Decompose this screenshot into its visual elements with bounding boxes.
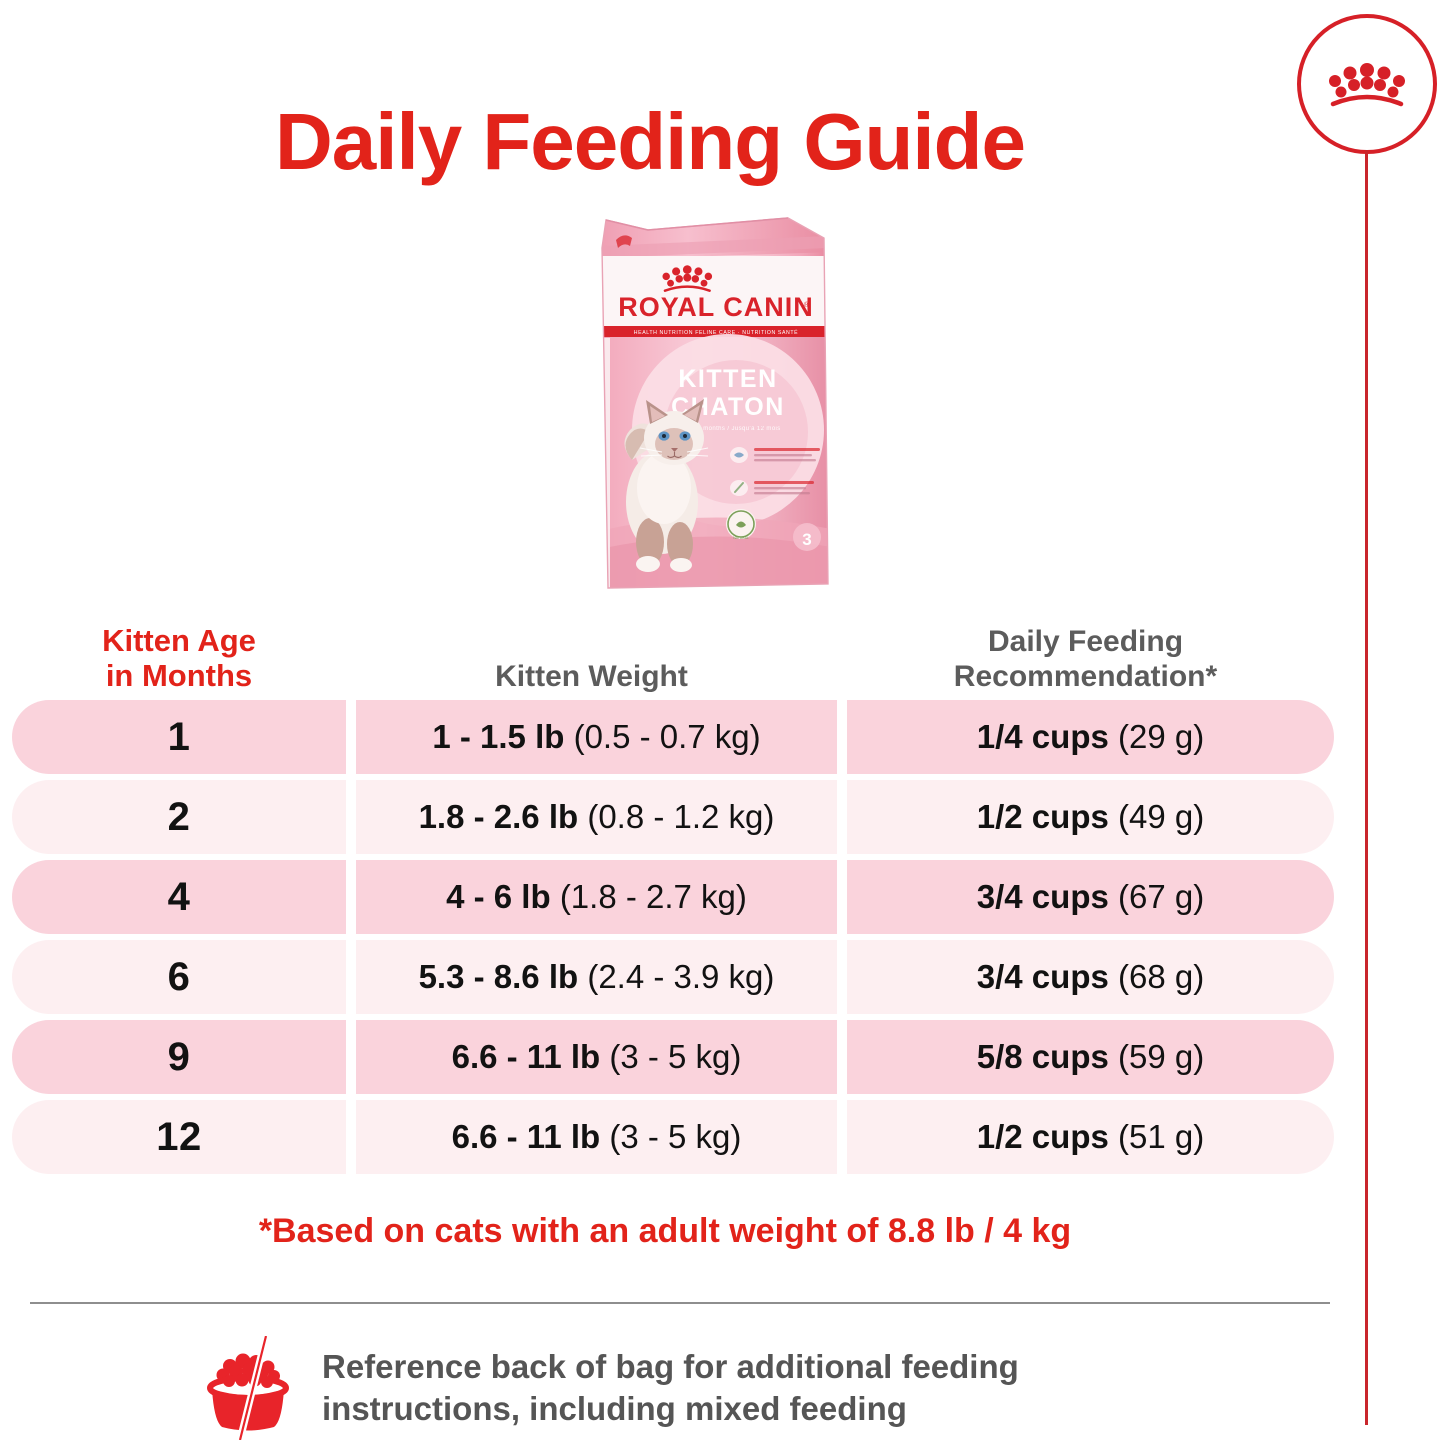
cell-age: 1 <box>12 700 346 774</box>
header-daily-feeding-recommendation: Daily Feeding Recommendation* <box>837 625 1334 700</box>
header-kitten-age-line1: Kitten Age <box>102 622 256 658</box>
svg-text:KITTEN: KITTEN <box>678 365 777 393</box>
cell-rec-metric: (68 g) <box>1118 958 1205 995</box>
cell-age: 2 <box>12 780 346 854</box>
cell-weight-metric: (0.5 - 0.7 kg) <box>573 718 761 755</box>
bottom-note-line1: Reference back of bag for additional fee… <box>322 1348 1019 1385</box>
cell-recommendation: 5/8 cups (59 g) <box>847 1020 1334 1094</box>
cell-weight-main: 1.8 - 2.6 lb <box>418 798 579 835</box>
cell-recommendation: 1/2 cups (49 g) <box>847 780 1334 854</box>
svg-text:®: ® <box>804 301 810 309</box>
table-row: 6 5.3 - 8.6 lb (2.4 - 3.9 kg) 3/4 cups (… <box>12 940 1334 1020</box>
cell-rec-metric: (29 g) <box>1118 718 1205 755</box>
cell-rec-metric: (49 g) <box>1118 798 1205 835</box>
table-row: 12 6.6 - 11 lb (3 - 5 kg) 1/2 cups (51 g… <box>12 1100 1334 1180</box>
cell-rec-metric: (59 g) <box>1118 1038 1205 1075</box>
cell-rec-main: 1/4 cups <box>976 718 1109 755</box>
cell-weight-metric: (1.8 - 2.7 kg) <box>559 878 747 915</box>
bottom-note: Reference back of bag for additional fee… <box>196 1336 1316 1440</box>
cell-weight-metric: (0.8 - 1.2 kg) <box>587 798 775 835</box>
cell-weight-main: 4 - 6 lb <box>446 878 551 915</box>
page-title: Daily Feeding Guide <box>274 97 1026 186</box>
cell-recommendation: 1/2 cups (51 g) <box>847 1100 1334 1174</box>
logo-circle <box>1297 14 1437 154</box>
product-bag-image: ROYAL CANIN ® HEALTH NUTRITION FELINE CA… <box>601 217 829 589</box>
cell-weight: 1 - 1.5 lb (0.5 - 0.7 kg) <box>356 700 837 774</box>
header-recommendation-line1: Daily Feeding <box>987 625 1184 658</box>
table-header-row: Kitten Age in Months Kitten Weight Daily… <box>12 596 1334 700</box>
table-row: 4 4 - 6 lb (1.8 - 2.7 kg) 3/4 cups (67 g… <box>12 860 1334 940</box>
header-kitten-age: Kitten Age in Months <box>12 623 346 700</box>
cell-recommendation: 3/4 cups (67 g) <box>847 860 1334 934</box>
cell-weight: 6.6 - 11 lb (3 - 5 kg) <box>356 1020 837 1094</box>
svg-text:3: 3 <box>802 530 811 549</box>
cell-rec-main: 1/2 cups <box>976 798 1109 835</box>
svg-text:ROYAL CANIN: ROYAL CANIN <box>618 292 814 322</box>
svg-text:HEALTH NUTRITION FELINE CARE ·: HEALTH NUTRITION FELINE CARE · NUTRITION… <box>634 329 798 336</box>
cell-weight: 6.6 - 11 lb (3 - 5 kg) <box>356 1100 837 1174</box>
cell-recommendation: 1/4 cups (29 g) <box>847 700 1334 774</box>
cell-rec-main: 5/8 cups <box>976 1038 1109 1075</box>
cell-age: 9 <box>12 1020 346 1094</box>
cell-recommendation: 3/4 cups (68 g) <box>847 940 1334 1014</box>
header-kitten-age-line2: in Months <box>105 658 253 694</box>
feeding-table: Kitten Age in Months Kitten Weight Daily… <box>12 596 1334 1180</box>
cell-rec-main: 3/4 cups <box>976 878 1109 915</box>
cell-weight: 5.3 - 8.6 lb (2.4 - 3.9 kg) <box>356 940 837 1014</box>
cell-age: 12 <box>12 1100 346 1174</box>
cell-weight-main: 1 - 1.5 lb <box>432 718 565 755</box>
cell-weight-metric: (3 - 5 kg) <box>609 1038 742 1075</box>
cell-weight-main: 6.6 - 11 lb <box>451 1118 601 1155</box>
cell-weight-main: 5.3 - 8.6 lb <box>418 958 579 995</box>
bottom-note-text: Reference back of bag for additional fee… <box>322 1336 1019 1430</box>
cell-weight: 4 - 6 lb (1.8 - 2.7 kg) <box>356 860 837 934</box>
table-row: 1 1 - 1.5 lb (0.5 - 0.7 kg) 1/4 cups (29… <box>12 700 1334 780</box>
crown-icon <box>1329 63 1405 107</box>
cell-rec-main: 1/2 cups <box>976 1118 1109 1155</box>
cell-weight-main: 6.6 - 11 lb <box>451 1038 601 1075</box>
royal-canin-logo <box>1297 14 1437 154</box>
cell-weight: 1.8 - 2.6 lb (0.8 - 1.2 kg) <box>356 780 837 854</box>
cell-weight-metric: (3 - 5 kg) <box>609 1118 742 1155</box>
pet-food-bowl-icon <box>207 1336 289 1440</box>
cell-rec-metric: (51 g) <box>1118 1118 1205 1155</box>
section-divider <box>30 1302 1330 1304</box>
svg-text:Up to 12 months / Jusqu'à 12 m: Up to 12 months / Jusqu'à 12 mois <box>675 426 780 432</box>
footnote-adult-weight: *Based on cats with an adult weight of 8… <box>258 1212 1072 1250</box>
svg-text:NATURAL: NATURAL <box>733 536 749 540</box>
cell-rec-main: 3/4 cups <box>976 958 1109 995</box>
header-kitten-weight: Kitten Weight <box>495 659 688 693</box>
cell-weight-metric: (2.4 - 3.9 kg) <box>587 958 775 995</box>
table-row: 2 1.8 - 2.6 lb (0.8 - 1.2 kg) 1/2 cups (… <box>12 780 1334 860</box>
header-recommendation-line2: Recommendation* <box>953 659 1218 693</box>
cell-age: 6 <box>12 940 346 1014</box>
cell-age: 4 <box>12 860 346 934</box>
logo-stem-line <box>1365 150 1368 1425</box>
bottom-note-line2: instructions, including mixed feeding <box>322 1390 907 1428</box>
cell-rec-metric: (67 g) <box>1118 878 1205 915</box>
table-row: 9 6.6 - 11 lb (3 - 5 kg) 5/8 cups (59 g) <box>12 1020 1334 1100</box>
